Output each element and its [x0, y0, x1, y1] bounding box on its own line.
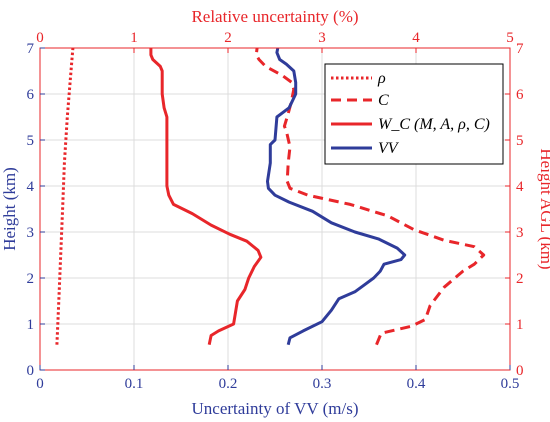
tick-label-bottom: 0.2 — [219, 376, 238, 392]
legend: ρC W_C (M, A, ρ, C) VV — [324, 63, 504, 165]
tick-label-right: 7 — [516, 41, 524, 57]
x-axis-top-label: Relative uncertainty (%) — [191, 7, 358, 26]
y-axis-left-label: Height (km) — [0, 167, 19, 251]
legend-label-vv: VV — [378, 140, 400, 157]
series-line-c — [254, 47, 486, 346]
y-axis-right-label: Height AGL (km) — [537, 148, 550, 269]
tick-label-right: 5 — [516, 133, 524, 149]
legend-label-w-c-m-a-c: W_C (M, A, ρ, C) — [378, 116, 490, 133]
legend-label-c: C — [378, 92, 389, 109]
tick-label-left: 5 — [27, 133, 35, 149]
tick-label-right: 0 — [516, 363, 524, 379]
tick-label-left: 1 — [27, 317, 35, 333]
tick-label-left: 0 — [27, 363, 35, 379]
tick-label-top: 4 — [412, 30, 420, 46]
series-group — [55, 47, 486, 346]
tick-label-left: 3 — [27, 225, 35, 241]
tick-label-left: 2 — [27, 271, 35, 287]
tick-label-top: 5 — [506, 30, 514, 46]
plot-frame — [39, 47, 511, 371]
legend-label-rho: ρ — [377, 70, 386, 87]
series-line-rho — [55, 47, 75, 345]
tick-label-left: 6 — [27, 87, 35, 103]
tick-label-bottom: 0.5 — [501, 376, 520, 392]
tick-label-top: 1 — [130, 30, 138, 46]
tick-label-bottom: 0 — [36, 376, 44, 392]
tick-label-right: 4 — [516, 179, 524, 195]
tick-label-left: 7 — [27, 41, 35, 57]
tick-label-right: 3 — [516, 225, 524, 241]
series-line-w-c-m-a-c — [149, 48, 263, 346]
tick-label-left: 4 — [27, 179, 35, 195]
tick-label-top: 2 — [224, 30, 232, 46]
tick-label-bottom: 0.4 — [407, 376, 426, 392]
tick-label-top: 0 — [36, 30, 44, 46]
tick-label-bottom: 0.3 — [313, 376, 332, 392]
x-axis-bottom-label: Uncertainty of VV (m/s) — [192, 399, 359, 418]
tick-label-top: 3 — [318, 30, 326, 46]
tick-label-right: 2 — [516, 271, 524, 287]
series-line-vv — [266, 47, 407, 346]
tick-label-bottom: 0.1 — [125, 376, 144, 392]
tick-label-right: 6 — [516, 87, 524, 103]
tick-label-right: 1 — [516, 317, 524, 333]
